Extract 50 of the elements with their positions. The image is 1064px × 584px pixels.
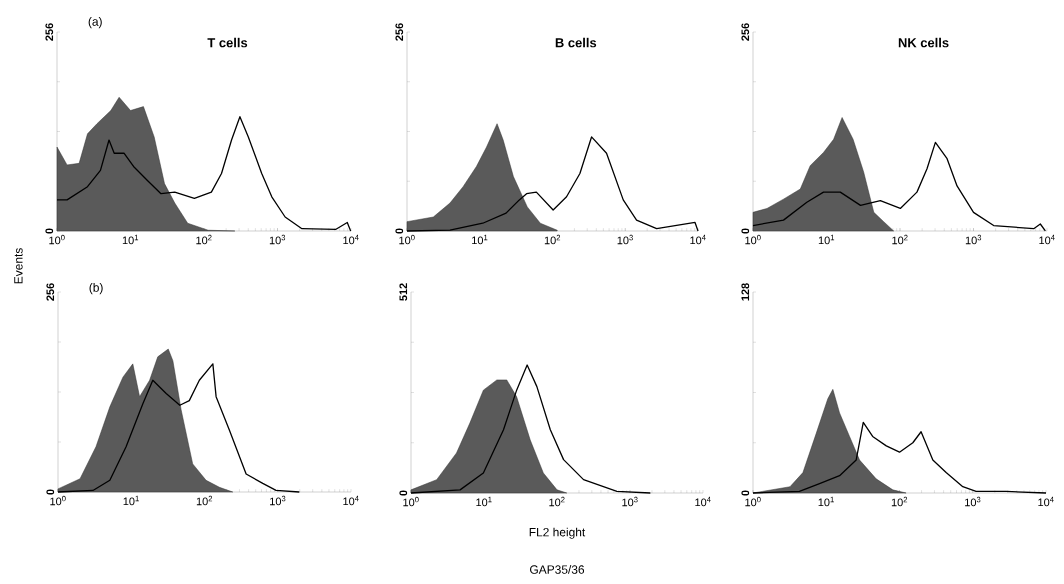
x-tick-label: 10$^{1}$ [476, 496, 492, 507]
x-tick-label: 10$^{3}$ [617, 234, 633, 245]
x-tick-label: 10$^{3}$ [622, 496, 638, 507]
y-tick-label: 256 [741, 23, 750, 41]
x-tick-label: 10$^{3}$ [270, 495, 286, 506]
x-tick-label: 10$^{4}$ [343, 234, 359, 245]
x-tick-label: 10$^{3}$ [269, 234, 286, 245]
x-tick-label: 10$^{4}$ [690, 234, 706, 245]
x-axis-title: FL2 height [529, 527, 586, 539]
x-tick-label: 10$^{2}$ [892, 234, 908, 245]
y-tick-label: 256 [395, 23, 404, 41]
chart-title: B cells [555, 37, 597, 48]
chart-title: NK cells [898, 37, 949, 48]
y-tick-label: 256 [45, 23, 54, 41]
y-tick-label: 0 [46, 489, 55, 495]
x-tick-label: 10$^{2}$ [544, 234, 561, 245]
chart-title: T cells [207, 37, 248, 48]
annotation: (b) [89, 283, 103, 295]
x-tick-label: 10$^{4}$ [1038, 496, 1054, 507]
y-axis-title: Events [14, 248, 23, 284]
x-tick-label: 10$^{0}$ [50, 495, 66, 506]
x-tick-label: 10$^{4}$ [1039, 234, 1055, 245]
x-tick-label: 10$^{2}$ [549, 496, 565, 507]
y-tick-label: 512 [399, 283, 408, 301]
y-tick-label: 0 [741, 490, 750, 496]
y-tick-label: 0 [399, 490, 408, 496]
text: (a) [88, 17, 102, 29]
text: GAP35/36 [530, 565, 585, 574]
x-tick-label: 10$^{0}$ [399, 234, 415, 245]
x-tick-label: 10$^{2}$ [891, 496, 908, 507]
y-tick-label: 0 [45, 228, 54, 234]
y-tick-label: 256 [46, 283, 55, 301]
x-tick-label: 10$^{0}$ [403, 496, 419, 507]
x-tick-label: 10$^{2}$ [196, 234, 212, 245]
x-tick-label: 10$^{1}$ [122, 234, 139, 245]
x-tick-label: 10$^{4}$ [343, 495, 359, 506]
x-tick-label: 10$^{1}$ [472, 234, 488, 245]
y-tick-label: 0 [395, 228, 404, 234]
x-tick-label: 10$^{0}$ [49, 234, 65, 245]
x-tick-label: 10$^{4}$ [695, 496, 711, 507]
x-tick-label: 10$^{2}$ [196, 495, 213, 506]
y-tick-label: 0 [741, 228, 750, 234]
x-tick-label: 10$^{0}$ [745, 234, 761, 245]
x-tick-label: 10$^{1}$ [818, 496, 834, 507]
x-tick-label: 10$^{1}$ [818, 234, 835, 245]
x-tick-label: 10$^{3}$ [965, 234, 982, 245]
x-tick-label: 10$^{1}$ [123, 495, 139, 506]
x-tick-label: 10$^{0}$ [745, 496, 761, 507]
y-tick-label: 128 [741, 283, 750, 301]
x-tick-label: 10$^{3}$ [965, 496, 981, 507]
